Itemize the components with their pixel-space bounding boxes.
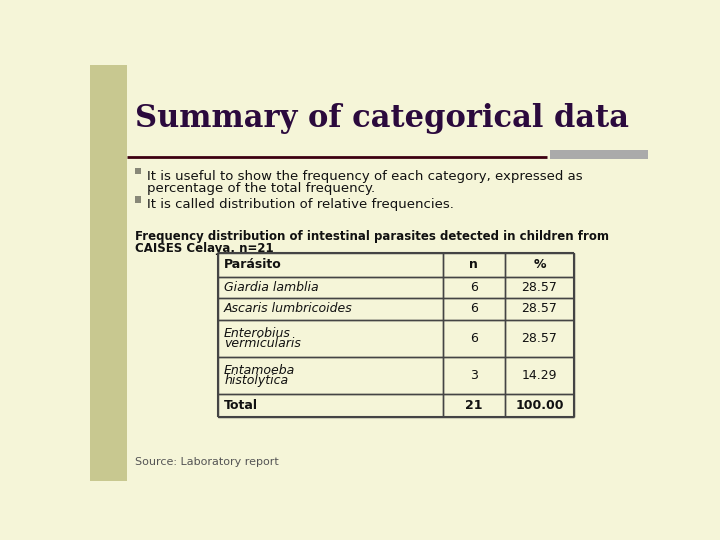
Text: n: n	[469, 259, 478, 272]
Text: 6: 6	[469, 281, 477, 294]
Text: Entamoeba: Entamoeba	[224, 363, 295, 376]
Text: 6: 6	[469, 332, 477, 345]
FancyBboxPatch shape	[135, 197, 141, 202]
FancyBboxPatch shape	[218, 298, 443, 320]
Text: Parásito: Parásito	[224, 259, 282, 272]
FancyBboxPatch shape	[505, 253, 575, 276]
FancyBboxPatch shape	[443, 320, 505, 356]
Text: It is called distribution of relative frequencies.: It is called distribution of relative fr…	[148, 198, 454, 211]
Text: histolytica: histolytica	[224, 374, 288, 387]
Text: Enterobius: Enterobius	[224, 327, 291, 340]
FancyBboxPatch shape	[218, 320, 443, 356]
Text: vermicularis: vermicularis	[224, 336, 301, 350]
Text: Source: Laboratory report: Source: Laboratory report	[135, 457, 279, 467]
Text: 28.57: 28.57	[521, 281, 557, 294]
FancyBboxPatch shape	[135, 168, 141, 174]
FancyBboxPatch shape	[218, 253, 443, 276]
FancyBboxPatch shape	[90, 65, 127, 481]
Text: 6: 6	[469, 302, 477, 315]
Text: 28.57: 28.57	[521, 302, 557, 315]
FancyBboxPatch shape	[443, 394, 505, 417]
Text: 100.00: 100.00	[516, 399, 564, 411]
Text: percentage of the total frequency.: percentage of the total frequency.	[148, 182, 375, 195]
FancyBboxPatch shape	[218, 394, 443, 417]
Text: 3: 3	[469, 369, 477, 382]
Text: Summary of categorical data: Summary of categorical data	[135, 103, 629, 134]
Text: Ascaris lumbricoides: Ascaris lumbricoides	[224, 302, 353, 315]
FancyBboxPatch shape	[505, 276, 575, 298]
FancyBboxPatch shape	[218, 276, 443, 298]
Text: Giardia lamblia: Giardia lamblia	[224, 281, 319, 294]
FancyBboxPatch shape	[443, 356, 505, 394]
Text: Frequency distribution of intestinal parasites detected in children from: Frequency distribution of intestinal par…	[135, 231, 609, 244]
FancyBboxPatch shape	[443, 276, 505, 298]
Text: It is useful to show the frequency of each category, expressed as: It is useful to show the frequency of ea…	[148, 170, 583, 183]
FancyBboxPatch shape	[505, 320, 575, 356]
FancyBboxPatch shape	[443, 298, 505, 320]
Text: 21: 21	[465, 399, 482, 411]
FancyBboxPatch shape	[505, 298, 575, 320]
FancyBboxPatch shape	[218, 356, 443, 394]
Text: 14.29: 14.29	[522, 369, 557, 382]
Text: CAISES Celaya, n=21: CAISES Celaya, n=21	[135, 242, 274, 255]
Text: %: %	[534, 259, 546, 272]
FancyBboxPatch shape	[505, 394, 575, 417]
Text: 28.57: 28.57	[521, 332, 557, 345]
FancyBboxPatch shape	[550, 150, 648, 159]
FancyBboxPatch shape	[443, 253, 505, 276]
FancyBboxPatch shape	[505, 356, 575, 394]
Text: Total: Total	[224, 399, 258, 411]
